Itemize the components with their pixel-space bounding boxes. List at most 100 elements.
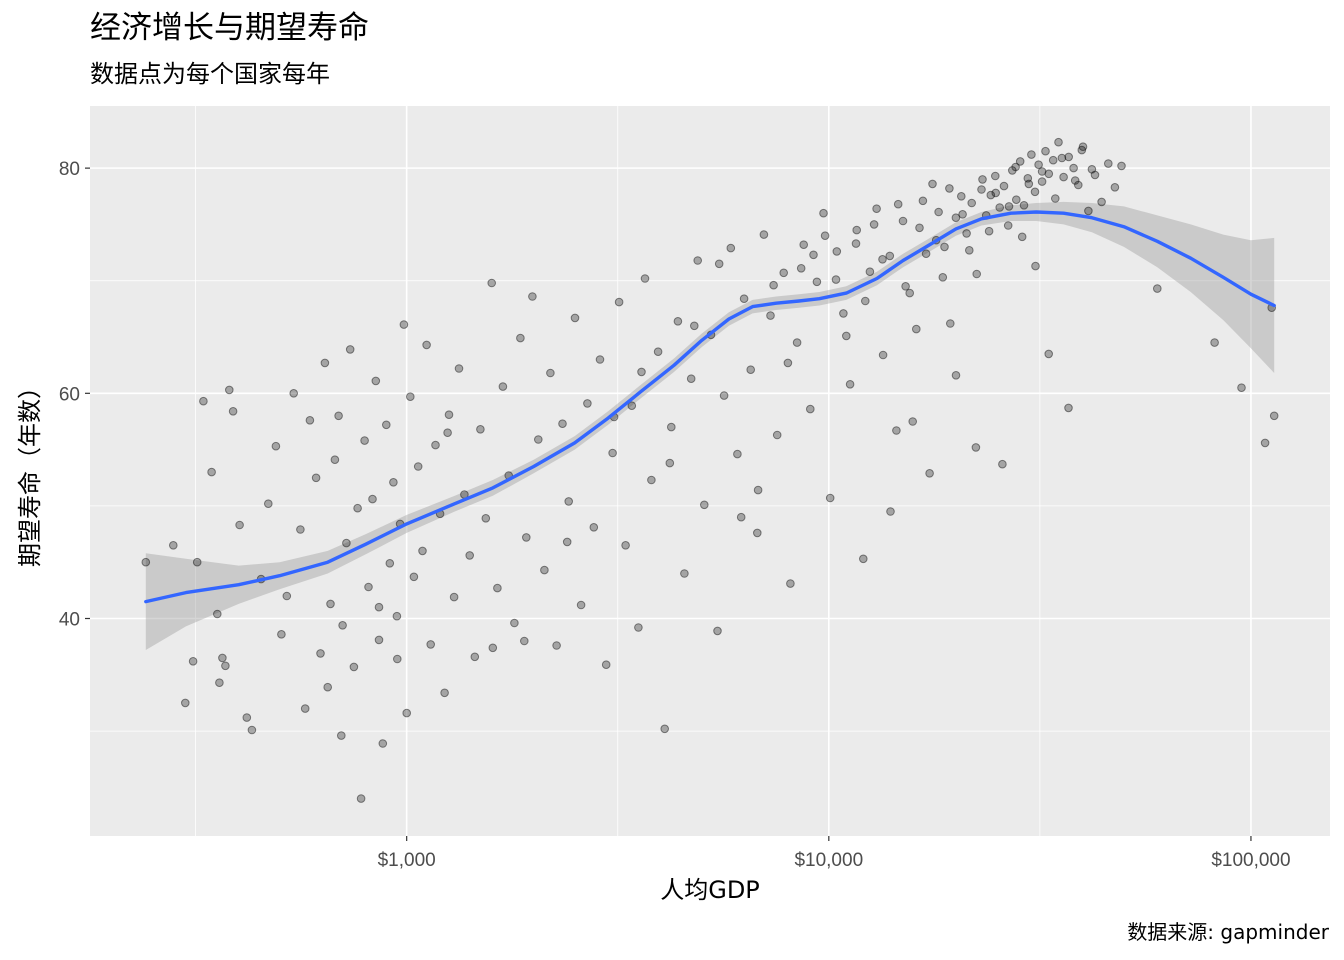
data-point xyxy=(443,428,452,438)
data-point xyxy=(852,225,862,235)
data-point xyxy=(1048,155,1058,165)
data-point xyxy=(418,546,427,556)
data-point xyxy=(393,654,402,664)
data-point xyxy=(356,794,366,803)
data-point xyxy=(493,583,502,593)
data-point xyxy=(277,630,286,639)
data-point xyxy=(498,382,508,391)
data-point xyxy=(215,678,224,688)
data-point xyxy=(865,267,875,277)
data-point xyxy=(779,268,789,278)
data-point xyxy=(221,661,230,671)
data-point xyxy=(869,220,879,229)
data-point xyxy=(337,731,346,740)
data-point xyxy=(991,171,1000,181)
data-point xyxy=(984,226,994,236)
data-point xyxy=(977,185,986,194)
data-point xyxy=(918,196,928,206)
data-point xyxy=(409,572,419,582)
data-point xyxy=(264,499,273,509)
data-point xyxy=(141,557,151,567)
data-point xyxy=(965,246,974,255)
points-layer xyxy=(141,137,1279,803)
data-point xyxy=(422,340,431,350)
data-point xyxy=(368,494,377,504)
data-point xyxy=(1269,411,1279,421)
smooth-trend-line xyxy=(144,210,1276,604)
data-point xyxy=(892,426,901,435)
data-point xyxy=(487,278,497,288)
data-point xyxy=(859,554,868,564)
data-point xyxy=(242,713,252,722)
data-point xyxy=(608,448,617,458)
data-point xyxy=(806,404,815,414)
y-axis-title: 期望寿命（年数） xyxy=(16,375,44,567)
data-point xyxy=(552,641,561,650)
data-point xyxy=(1084,206,1093,216)
data-point xyxy=(1237,383,1246,393)
data-point xyxy=(1117,161,1126,171)
data-point xyxy=(1090,170,1100,180)
smooth-confidence-band xyxy=(145,201,1275,650)
data-point xyxy=(510,618,519,628)
data-point xyxy=(1064,152,1073,162)
data-point xyxy=(392,611,402,621)
data-point xyxy=(925,469,934,478)
major-gridlines xyxy=(90,106,1330,836)
data-point xyxy=(665,458,675,468)
data-point xyxy=(614,297,624,307)
data-point xyxy=(1041,146,1050,156)
data-point xyxy=(546,368,555,378)
data-point xyxy=(1031,261,1040,271)
data-point xyxy=(382,420,391,430)
data-point xyxy=(951,213,961,222)
data-point xyxy=(426,640,436,649)
data-point xyxy=(908,417,918,426)
data-point xyxy=(360,436,369,445)
data-point xyxy=(1044,349,1053,359)
data-point xyxy=(562,537,572,547)
x-axis-ticks: $1,000 $10,000 $100,000 xyxy=(378,836,1291,871)
data-point xyxy=(349,662,359,672)
data-point xyxy=(378,739,388,748)
chart-subtitle: 数据点为每个国家每年 xyxy=(90,60,330,88)
data-point xyxy=(406,392,415,402)
data-point xyxy=(766,311,775,320)
data-point xyxy=(799,240,809,249)
data-point xyxy=(213,609,222,619)
data-point xyxy=(1260,438,1270,448)
data-point xyxy=(1057,153,1067,163)
data-point xyxy=(945,184,954,193)
data-point xyxy=(364,582,373,592)
data-point xyxy=(583,399,592,408)
data-point xyxy=(1077,145,1087,155)
data-point xyxy=(845,380,855,389)
chart-title: 经济增长与期望寿命 xyxy=(90,10,369,46)
data-point xyxy=(1019,201,1029,210)
data-point xyxy=(753,485,763,495)
data-point xyxy=(1037,177,1047,186)
data-point xyxy=(481,514,491,523)
data-point xyxy=(872,204,881,213)
data-point xyxy=(1044,169,1054,179)
data-point xyxy=(912,324,921,334)
data-point xyxy=(967,198,977,208)
data-point xyxy=(385,559,395,568)
data-point xyxy=(653,347,663,357)
data-point xyxy=(640,274,650,283)
data-point xyxy=(289,389,299,398)
data-point xyxy=(946,319,955,328)
data-point xyxy=(700,500,709,510)
data-point xyxy=(832,247,842,256)
data-point xyxy=(235,520,244,530)
chart-caption: 数据来源: gapminder xyxy=(1127,920,1329,944)
data-point xyxy=(885,251,895,261)
data-point xyxy=(772,430,782,440)
data-point xyxy=(893,199,903,209)
data-point xyxy=(305,416,315,425)
data-point xyxy=(192,557,202,567)
data-point xyxy=(995,203,1005,212)
data-point xyxy=(1017,232,1027,242)
data-point xyxy=(247,725,257,735)
data-point xyxy=(753,528,762,538)
